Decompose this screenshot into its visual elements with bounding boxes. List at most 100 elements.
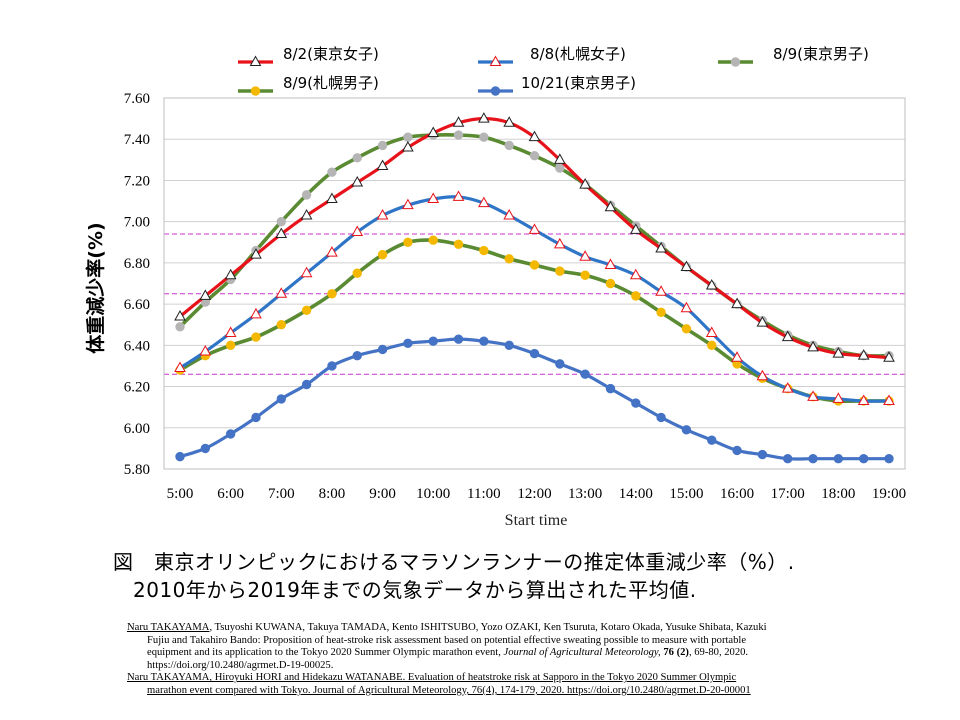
y-tick-label: 7.20 — [124, 173, 150, 189]
series-line — [175, 334, 894, 464]
data-point — [250, 248, 262, 259]
data-point — [730, 57, 741, 67]
y-tick-label: 6.40 — [124, 338, 150, 354]
data-point — [249, 55, 262, 66]
x-tick-label: 15:00 — [669, 486, 703, 502]
legend-label: 8/8(札幌女子) — [530, 45, 626, 63]
data-point — [352, 153, 362, 163]
data-point — [175, 322, 185, 332]
data-point — [275, 227, 288, 239]
x-tick-label: 10:00 — [416, 486, 450, 502]
data-point — [707, 435, 717, 445]
data-point — [301, 379, 312, 390]
data-point — [832, 392, 845, 403]
data-point — [199, 344, 212, 356]
legend-item: 8/9(東京男子) — [718, 45, 869, 67]
reference-1: Naru TAKAYAMA, Tsuyoshi KUWANA, Takuya T… — [127, 622, 953, 672]
data-point — [453, 130, 464, 140]
data-point — [553, 153, 566, 164]
data-point — [681, 425, 692, 435]
data-point — [327, 167, 337, 177]
data-point — [529, 348, 540, 359]
data-point — [479, 132, 489, 142]
x-tick-label: 19:00 — [872, 486, 906, 502]
data-point — [604, 258, 617, 269]
data-point — [479, 245, 489, 256]
data-point — [705, 279, 718, 290]
legend-item: 8/9(札幌男子) — [238, 74, 379, 96]
x-tick-label: 11:00 — [467, 486, 501, 502]
data-point — [428, 336, 438, 346]
data-point — [555, 359, 565, 369]
data-point — [528, 223, 541, 234]
caption-line-1: 図 東京オリンピックにおけるマラソンランナーの推定体重減少率（%）. — [113, 550, 795, 574]
legend: 8/2(東京女子) 8/8(札幌女子) 8/9(東京男子) 8/9(札幌男子) 10/2… — [238, 45, 869, 96]
data-point — [377, 344, 388, 355]
data-point — [352, 268, 362, 278]
data-point — [857, 394, 870, 405]
data-point — [479, 336, 489, 346]
legend-item: 10/21(東京男子) — [478, 74, 636, 96]
data-point — [301, 305, 312, 315]
data-point — [705, 326, 718, 337]
figure-caption: 図 東京オリンピックにおけるマラソンランナーの推定体重減少率（%）. 2010年… — [113, 548, 933, 604]
data-point — [807, 390, 819, 401]
y-tick-label: 6.00 — [124, 421, 150, 437]
ref1-journal: Journal of Agricultural Meteorology, — [503, 647, 661, 659]
data-point — [427, 192, 440, 203]
data-point — [555, 163, 565, 173]
x-tick-label: 12:00 — [517, 486, 551, 502]
x-tick-label: 17:00 — [771, 486, 805, 502]
data-point — [327, 361, 337, 371]
x-axis-title: Start time — [505, 512, 568, 529]
data-point — [326, 192, 338, 203]
ref2-line-2: marathon event compared with Tokyo. Jour… — [147, 684, 751, 696]
data-point — [756, 316, 769, 327]
data-point — [225, 340, 236, 351]
ref1-doi: https://doi.org/10.2480/agrmet.D-19-0002… — [147, 659, 334, 671]
data-point — [250, 86, 261, 96]
data-point — [528, 130, 541, 142]
data-point — [175, 451, 185, 462]
legend-label: 8/9(東京男子) — [773, 45, 869, 63]
data-point — [428, 235, 438, 245]
data-point — [351, 175, 364, 187]
data-point — [656, 412, 666, 423]
data-point — [453, 334, 464, 344]
data-point — [403, 132, 413, 142]
data-point — [478, 112, 490, 123]
data-point — [553, 237, 566, 249]
data-point — [731, 297, 743, 309]
y-tick-label: 7.60 — [124, 91, 150, 107]
x-tick-label: 14:00 — [619, 486, 653, 502]
y-tick-label: 5.80 — [124, 462, 150, 478]
data-point — [680, 260, 693, 272]
data-point — [656, 307, 666, 318]
y-axis-title: 体重減少率(%) — [84, 222, 107, 353]
x-tick-label: 16:00 — [720, 486, 754, 502]
x-tick-labels: 5:00 6:00 7:00 8:00 9:00 10:00 11:00 12:00 13:00… — [167, 486, 906, 502]
data-point — [478, 196, 490, 208]
data-point — [680, 301, 693, 313]
data-point — [707, 340, 717, 351]
y-tick-label: 7.40 — [124, 132, 150, 148]
data-point — [427, 126, 440, 138]
data-point — [251, 412, 261, 423]
data-point — [807, 340, 819, 352]
data-point — [555, 266, 565, 276]
data-point — [756, 369, 769, 381]
data-point — [403, 338, 413, 348]
data-point — [757, 449, 768, 460]
data-point — [276, 216, 286, 227]
data-point — [579, 250, 591, 261]
data-point — [579, 178, 591, 189]
data-point — [402, 198, 414, 210]
data-point — [731, 351, 743, 362]
data-point — [605, 383, 616, 394]
data-point — [857, 349, 870, 360]
data-point — [808, 453, 818, 464]
x-tick-label: 13:00 — [568, 486, 602, 502]
data-point — [276, 394, 286, 404]
data-point — [504, 340, 514, 351]
data-point — [224, 268, 237, 280]
